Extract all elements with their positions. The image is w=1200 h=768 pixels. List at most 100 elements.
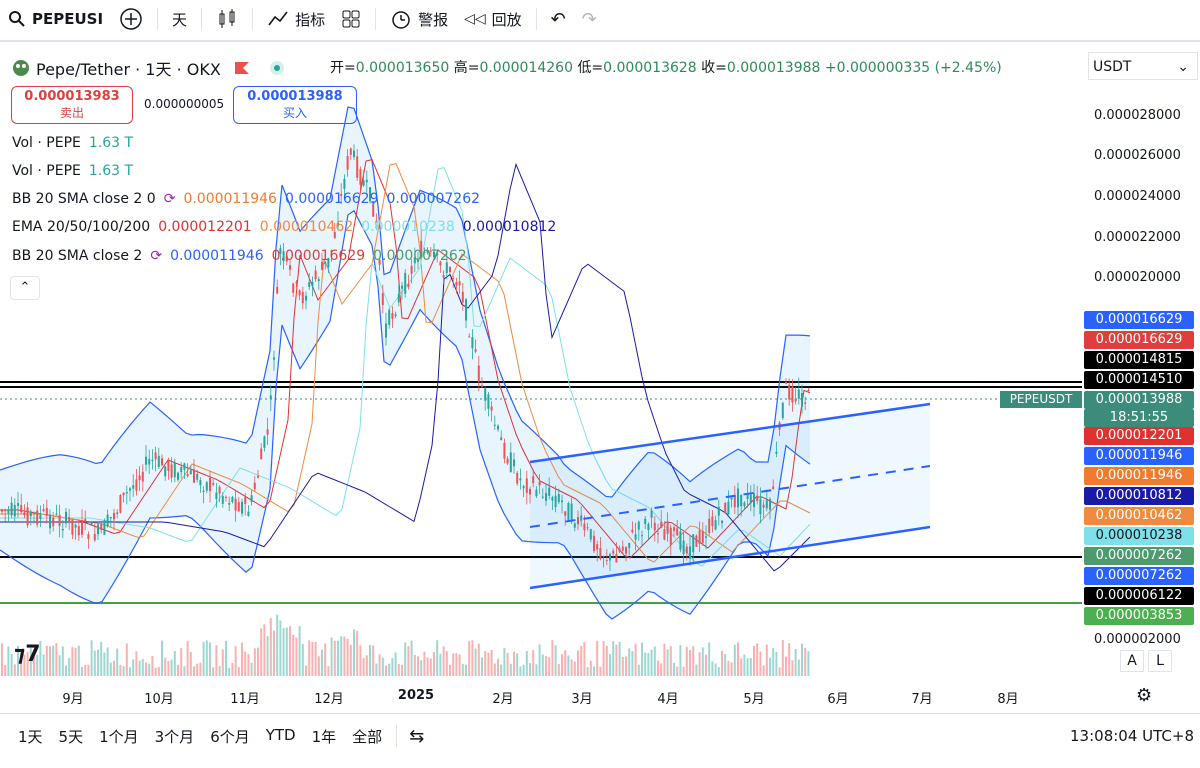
legend-bb-1[interactable]: BB 20 SMA close 2 0 ⟳ 0.000011946 0.0000… [12,191,488,207]
candle-body [407,283,410,288]
symbol-search[interactable]: PEPEUSI [0,0,111,38]
collapse-legend-button[interactable]: ⌃ [10,276,40,300]
candle-body [743,502,746,507]
candle-body [369,187,371,202]
log-scale-button[interactable]: L [1148,650,1172,672]
candle-body [484,388,487,401]
legend-vol-2[interactable]: Vol · PEPE 1.63 T [12,163,141,179]
volume-bar [49,646,51,676]
currency-select[interactable]: USDT ⌄ [1088,52,1198,80]
range-0[interactable]: 1天 [18,727,43,746]
volume-bar [273,630,275,676]
volume-bar [26,651,29,676]
candle-body [84,518,87,522]
chevron-up-icon: ⌃ [19,280,31,295]
volume-bar [506,652,509,676]
legend-bb-2[interactable]: BB 20 SMA close 2 ⟳ 0.000011946 0.000016… [12,248,475,264]
volume-bar [369,645,371,676]
candle-body [164,466,167,477]
market-status-icon[interactable] [269,60,285,76]
candle-body [573,523,576,528]
volume-bar [157,666,160,676]
candle-body [580,515,583,521]
volume-bar [497,658,499,676]
replay-label: 回放 [491,10,522,29]
vol1-value: 1.63 T [88,135,134,151]
range-7[interactable]: 全部 [352,727,383,746]
candle-body [548,487,551,497]
tradingview-logo-icon[interactable]: ⁊7 [14,642,41,667]
x-tick: 3月 [571,692,593,707]
candle-body [263,436,266,448]
candle-body [362,180,365,186]
candle-body [122,492,125,496]
refresh-icon-2[interactable]: ⟳ [150,248,163,264]
redo-button[interactable]: ↷ [574,0,605,38]
volume-bar [100,642,103,676]
indicators-button[interactable]: 指标 [259,0,333,38]
volume-bar [202,641,205,676]
settings-gear-icon[interactable]: ⚙ [1136,685,1153,706]
refresh-icon[interactable]: ⟳ [163,191,176,207]
interval-button[interactable]: 天 [172,10,188,29]
candle-body [545,493,547,501]
volume-bar [394,652,397,676]
candle-body [314,270,317,280]
candle-body [237,502,240,512]
volume-bar [417,656,419,676]
add-symbol-button[interactable] [111,0,151,38]
bb1-name: BB 20 SMA close 2 0 [12,191,156,207]
volume-bar [593,666,595,676]
layouts-button[interactable] [333,0,369,38]
range-2[interactable]: 1个月 [99,727,139,746]
legend-ema[interactable]: EMA 20/50/100/200 0.000012201 0.00001046… [12,219,564,235]
candle-body [452,277,455,279]
sell-button[interactable]: 0.000013983 卖出 [11,86,133,124]
chart-type-button[interactable] [208,0,246,38]
range-4[interactable]: 6个月 [210,727,250,746]
candle-body [365,179,368,183]
range-1[interactable]: 5天 [58,727,84,746]
candle-body [532,476,535,484]
volume-bar [420,660,423,676]
candle-body [330,249,333,253]
legend-vol-1[interactable]: Vol · PEPE 1.63 T [12,135,141,151]
date-range-icon[interactable]: ⇆ [409,725,425,747]
candle-body [228,502,231,505]
volume-bar [221,649,224,676]
auto-scale-button[interactable]: A [1120,650,1144,672]
volume-bar [468,641,471,676]
candle-body [481,385,483,387]
buy-button[interactable]: 0.000013988 买入 [233,86,357,124]
candle-body [801,393,803,407]
candle-body [753,493,755,508]
volume-bar [621,656,624,676]
volume-bar [733,644,736,676]
candle-body [295,281,298,284]
clock-time[interactable]: 13:08:04 UTC+8 [1070,727,1194,745]
candle-body [141,471,144,482]
volume-bar [308,640,311,676]
candle-body [698,530,701,544]
x-tick: 7月 [911,692,933,707]
range-3[interactable]: 3个月 [154,727,195,746]
ema-line-3 [0,162,811,572]
candle-body [618,548,621,552]
replay-button[interactable]: ◁◁ 回放 [456,0,530,38]
volume-bar [36,654,39,676]
undo-button[interactable]: ↶ [543,0,574,38]
candle-body [346,155,349,170]
volume-bar [391,658,394,676]
alert-button[interactable]: 警报 [382,0,456,38]
candle-body [397,293,400,303]
alert-label: 警报 [418,10,449,29]
range-5[interactable]: YTD [265,725,296,744]
range-6[interactable]: 1年 [311,727,337,746]
candle-body [509,452,512,472]
volume-bar [132,659,135,676]
volume-bar [423,651,426,676]
volume-bar [618,641,621,676]
volume-bar [231,662,234,676]
x-tick: 12月 [314,692,344,707]
